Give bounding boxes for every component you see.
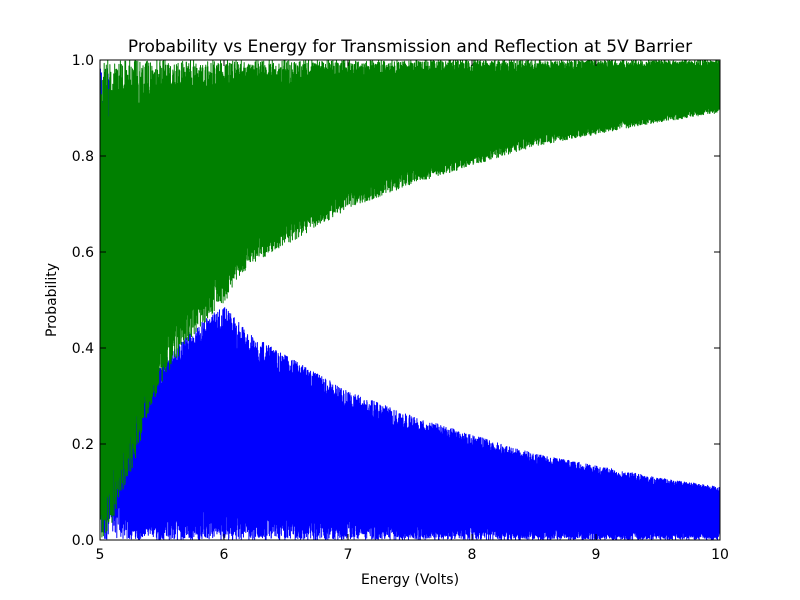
y-axis-title: Probability <box>44 263 60 337</box>
y-tick-label: 0.8 <box>72 149 94 165</box>
y-tick-label: 0.4 <box>72 341 94 357</box>
x-tick-label: 6 <box>220 547 229 563</box>
y-tick-label: 1.0 <box>72 53 94 69</box>
plot-frame <box>99 59 721 541</box>
series-line-blue <box>100 68 720 540</box>
x-axis-title: Energy (Volts) <box>361 572 459 588</box>
x-axis-ticks: 5 6 7 8 9 10 <box>96 60 729 563</box>
y-axis-ticks: 0.0 0.2 0.4 0.6 0.8 1.0 <box>72 53 720 549</box>
plot-series <box>100 60 720 540</box>
x-tick-label: 5 <box>96 547 105 563</box>
y-tick-label: 0.6 <box>72 245 94 261</box>
chart-title: Probability vs Energy for Transmission a… <box>128 37 692 57</box>
x-tick-label: 8 <box>468 547 477 563</box>
x-tick-label: 9 <box>592 547 601 563</box>
y-tick-label: 0.2 <box>72 437 94 453</box>
x-tick-label: 10 <box>711 547 729 563</box>
x-tick-label: 7 <box>344 547 353 563</box>
y-tick-label: 0.0 <box>72 533 94 549</box>
series-line-green <box>100 60 720 539</box>
